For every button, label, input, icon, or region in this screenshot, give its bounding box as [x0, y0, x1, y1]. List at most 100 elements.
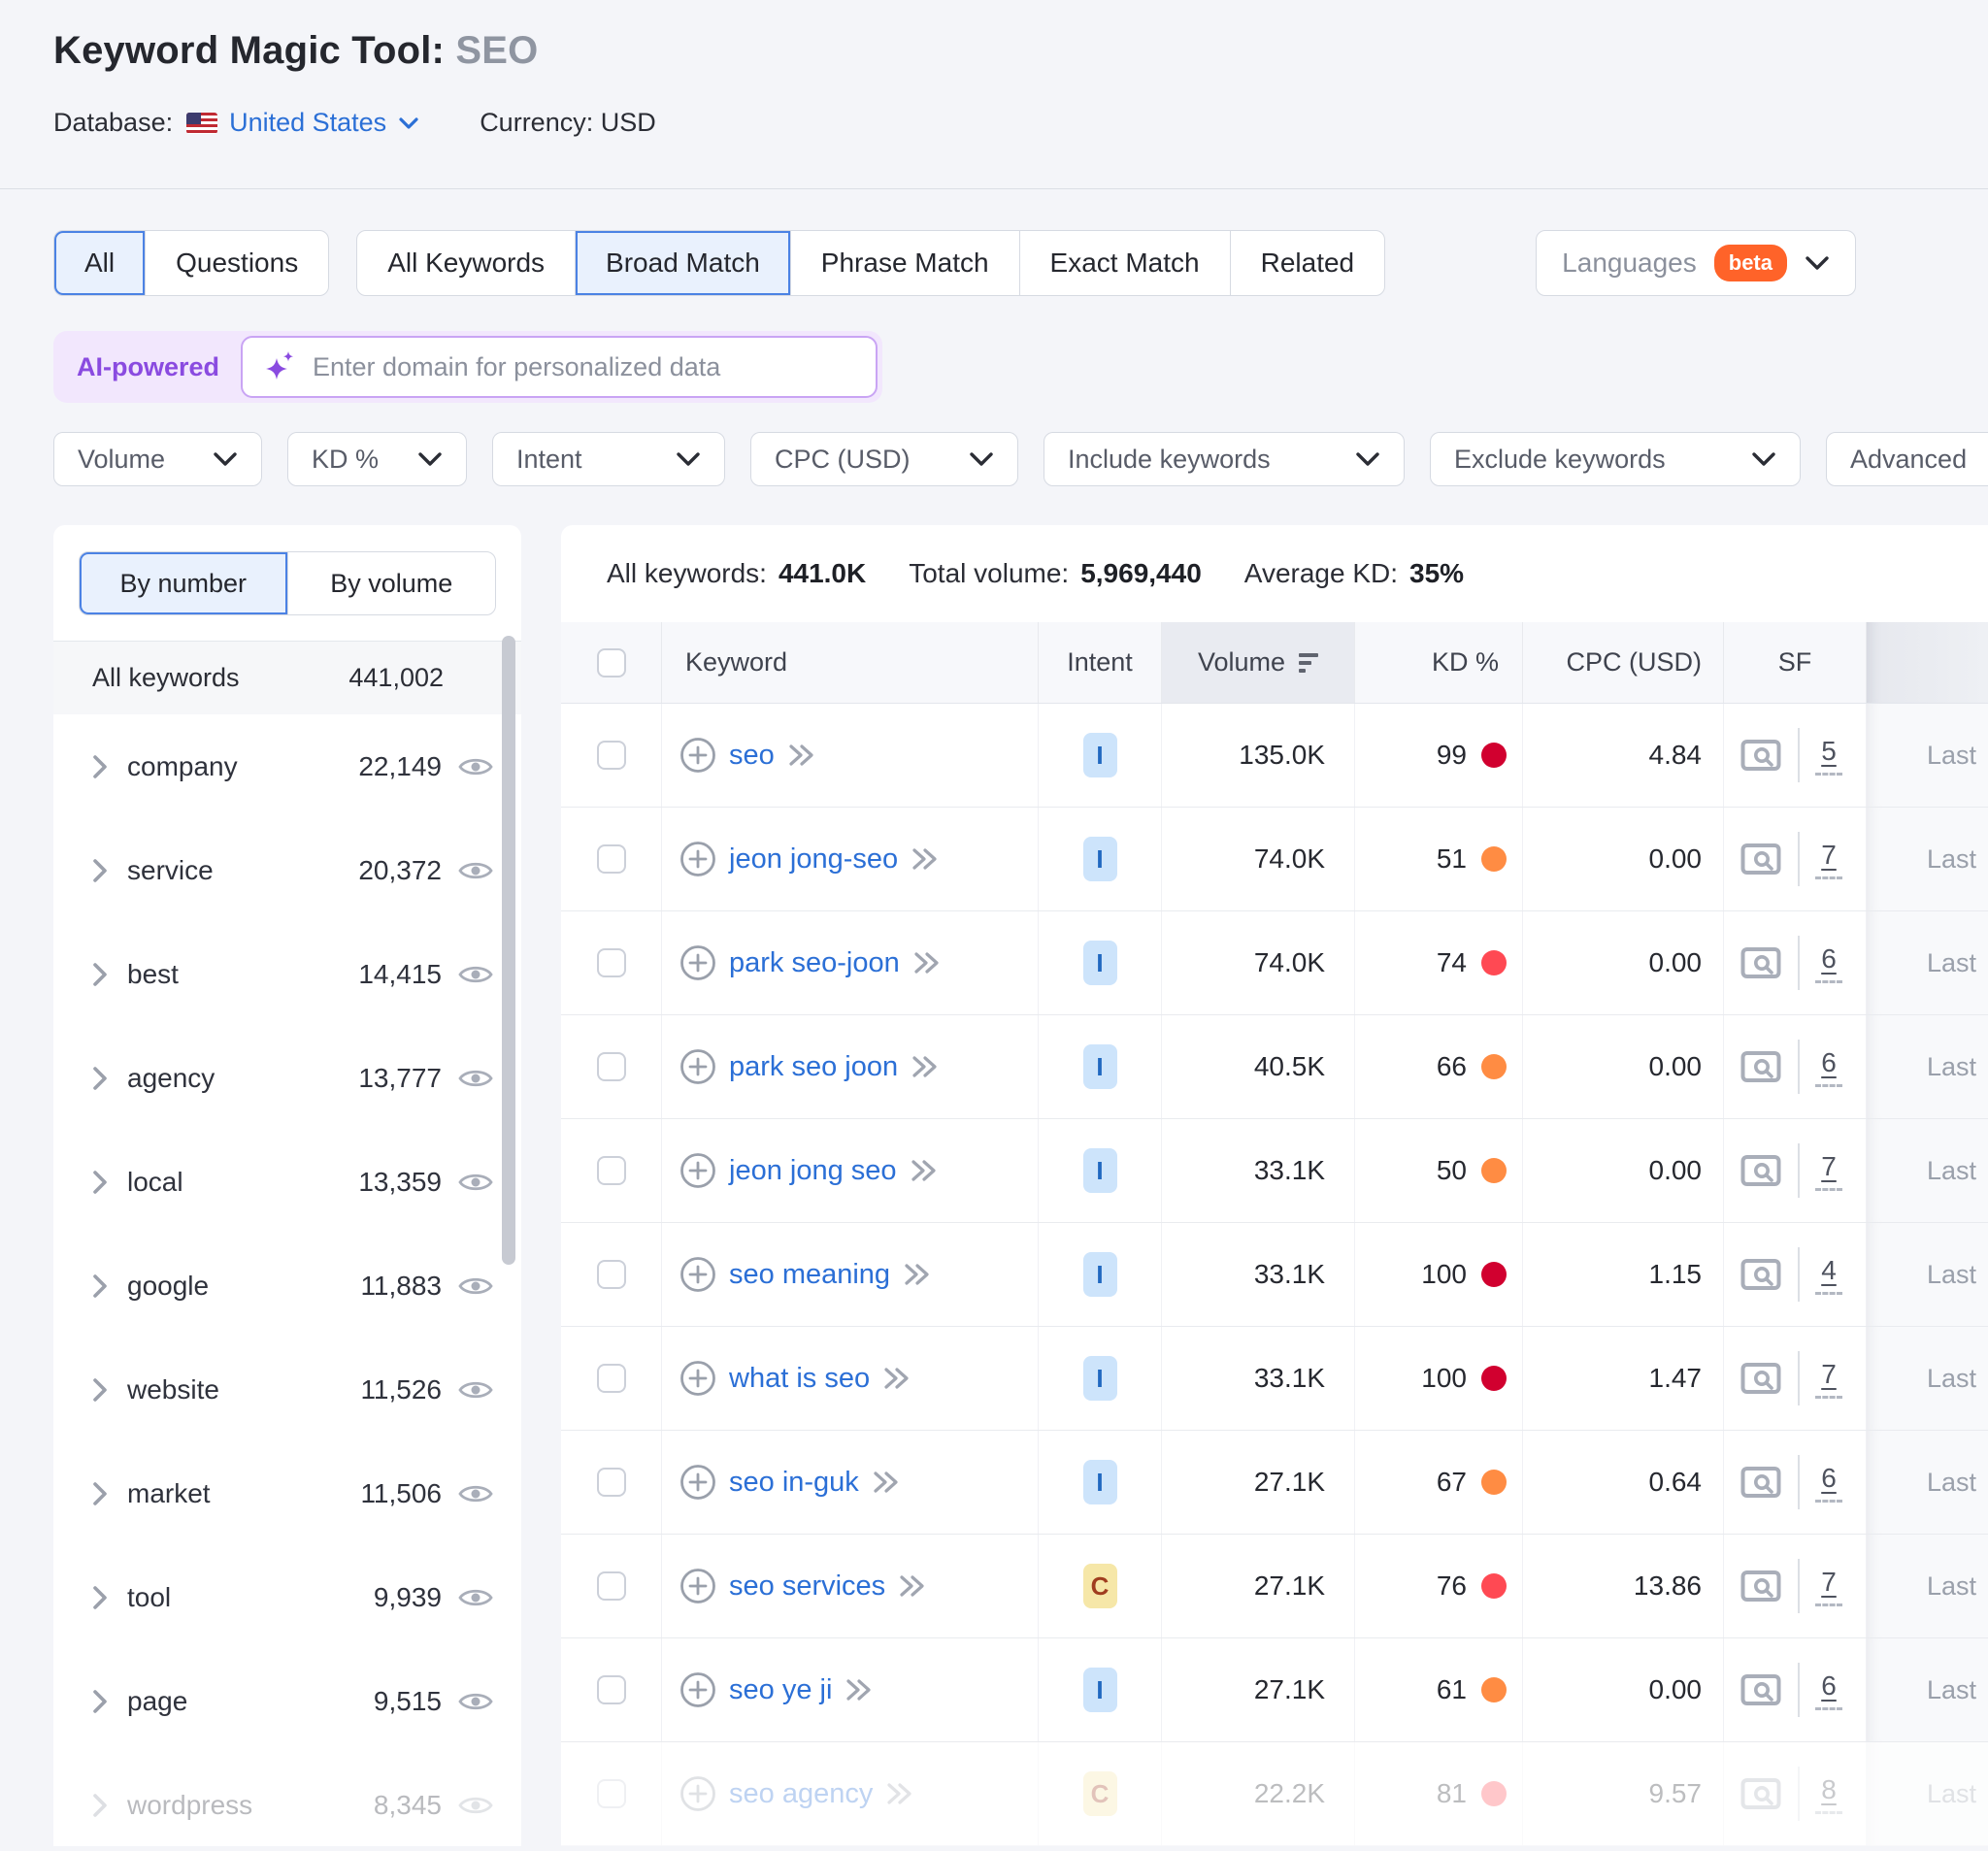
row-checkbox[interactable]: [596, 1156, 626, 1185]
filter-include-keywords[interactable]: Include keywords: [1044, 432, 1405, 486]
serp-preview-icon[interactable]: [1740, 1360, 1782, 1397]
tab-related[interactable]: Related: [1231, 231, 1385, 295]
filter-intent[interactable]: Intent: [492, 432, 725, 486]
add-keyword-icon[interactable]: [679, 944, 716, 981]
sidebar-item-google[interactable]: google 11,883: [53, 1234, 521, 1338]
add-keyword-icon[interactable]: [679, 1568, 716, 1604]
all-keywords-row[interactable]: All keywords 441,002: [53, 641, 521, 714]
sidebar-item-wordpress[interactable]: wordpress 8,345: [53, 1753, 521, 1846]
eye-icon[interactable]: [457, 961, 494, 988]
add-keyword-icon[interactable]: [679, 1464, 716, 1501]
serp-preview-icon[interactable]: [1740, 1775, 1782, 1812]
row-checkbox[interactable]: [596, 1779, 626, 1808]
filter-advanced[interactable]: Advanced: [1826, 432, 1988, 486]
eye-icon[interactable]: [457, 1584, 494, 1611]
sf-value[interactable]: 7: [1821, 1150, 1837, 1181]
row-checkbox[interactable]: [596, 948, 626, 977]
add-keyword-icon[interactable]: [679, 737, 716, 774]
open-keyword-icon[interactable]: [911, 846, 940, 872]
filter-cpc-usd[interactable]: CPC (USD): [750, 432, 1018, 486]
add-keyword-icon[interactable]: [679, 1360, 716, 1397]
sf-value[interactable]: 7: [1821, 1566, 1837, 1597]
column-header-keyword[interactable]: Keyword: [662, 622, 1039, 703]
serp-preview-icon[interactable]: [1740, 841, 1782, 877]
eye-icon[interactable]: [457, 1376, 494, 1404]
add-keyword-icon[interactable]: [679, 1048, 716, 1085]
add-keyword-icon[interactable]: [679, 841, 716, 877]
keyword-link[interactable]: seo in-guk: [729, 1466, 859, 1498]
eye-icon[interactable]: [457, 1273, 494, 1300]
open-keyword-icon[interactable]: [845, 1677, 874, 1702]
add-keyword-icon[interactable]: [679, 1775, 716, 1812]
keyword-link[interactable]: park seo-joon: [729, 946, 900, 978]
eye-icon[interactable]: [457, 753, 494, 780]
sf-value[interactable]: 6: [1821, 1462, 1837, 1493]
eye-icon[interactable]: [457, 1480, 494, 1507]
add-keyword-icon[interactable]: [679, 1256, 716, 1293]
sidebar-item-local[interactable]: local 13,359: [53, 1130, 521, 1234]
sidebar-toggle-by-volume[interactable]: By volume: [288, 552, 496, 614]
row-checkbox[interactable]: [596, 1052, 626, 1081]
database-select[interactable]: United States: [186, 108, 419, 138]
open-keyword-icon[interactable]: [882, 1366, 911, 1391]
open-keyword-icon[interactable]: [898, 1573, 927, 1599]
sf-value[interactable]: 5: [1821, 735, 1837, 766]
open-keyword-icon[interactable]: [912, 950, 942, 975]
keyword-link[interactable]: park seo joon: [729, 1050, 899, 1082]
keyword-link[interactable]: seo meaning: [729, 1258, 891, 1290]
keyword-link[interactable]: what is seo: [729, 1362, 871, 1394]
column-header-intent[interactable]: Intent: [1039, 622, 1162, 703]
sidebar-item-tool[interactable]: tool 9,939: [53, 1545, 521, 1649]
eye-icon[interactable]: [457, 1688, 494, 1715]
sidebar-scrollbar[interactable]: [502, 636, 515, 1265]
open-keyword-icon[interactable]: [885, 1781, 914, 1806]
row-checkbox[interactable]: [596, 1571, 626, 1601]
keyword-link[interactable]: seo: [729, 739, 775, 771]
tab-phrase-match[interactable]: Phrase Match: [791, 231, 1020, 295]
serp-preview-icon[interactable]: [1740, 1671, 1782, 1708]
serp-preview-icon[interactable]: [1740, 737, 1782, 774]
eye-icon[interactable]: [457, 857, 494, 884]
keyword-link[interactable]: jeon jong seo: [729, 1154, 897, 1186]
sidebar-item-page[interactable]: page 9,515: [53, 1649, 521, 1753]
keyword-link[interactable]: seo services: [729, 1570, 886, 1602]
tab-questions[interactable]: Questions: [146, 231, 328, 295]
row-checkbox[interactable]: [596, 844, 626, 874]
row-checkbox[interactable]: [596, 1675, 626, 1704]
row-checkbox[interactable]: [596, 1364, 626, 1393]
column-header-kd[interactable]: KD %: [1355, 622, 1523, 703]
serp-preview-icon[interactable]: [1740, 1568, 1782, 1604]
domain-input[interactable]: [313, 351, 855, 382]
tab-exact-match[interactable]: Exact Match: [1020, 231, 1231, 295]
serp-preview-icon[interactable]: [1740, 1256, 1782, 1293]
column-header-cpc[interactable]: CPC (USD): [1523, 622, 1724, 703]
sidebar-item-best[interactable]: best 14,415: [53, 922, 521, 1026]
keyword-link[interactable]: jeon jong-seo: [729, 843, 899, 875]
open-keyword-icon[interactable]: [910, 1158, 939, 1183]
sf-value[interactable]: 6: [1821, 942, 1837, 974]
eye-icon[interactable]: [457, 1792, 494, 1819]
select-all-checkbox[interactable]: [596, 647, 626, 678]
filter-kd[interactable]: KD %: [287, 432, 467, 486]
row-checkbox[interactable]: [596, 1260, 626, 1289]
column-header-sf[interactable]: SF: [1724, 622, 1867, 703]
add-keyword-icon[interactable]: [679, 1152, 716, 1189]
eye-icon[interactable]: [457, 1065, 494, 1092]
open-keyword-icon[interactable]: [911, 1054, 940, 1079]
sf-value[interactable]: 7: [1821, 839, 1837, 870]
sf-value[interactable]: 6: [1821, 1046, 1837, 1077]
sidebar-item-agency[interactable]: agency 13,777: [53, 1026, 521, 1130]
sidebar-item-website[interactable]: website 11,526: [53, 1338, 521, 1441]
sidebar-item-company[interactable]: company 22,149: [53, 714, 521, 818]
row-checkbox[interactable]: [596, 741, 626, 770]
serp-preview-icon[interactable]: [1740, 1152, 1782, 1189]
open-keyword-icon[interactable]: [872, 1470, 901, 1495]
row-checkbox[interactable]: [596, 1468, 626, 1497]
filter-volume[interactable]: Volume: [53, 432, 262, 486]
tab-all[interactable]: All: [54, 231, 147, 295]
serp-preview-icon[interactable]: [1740, 1464, 1782, 1501]
tab-broad-match[interactable]: Broad Match: [576, 231, 791, 295]
add-keyword-icon[interactable]: [679, 1671, 716, 1708]
filter-exclude-keywords[interactable]: Exclude keywords: [1430, 432, 1801, 486]
sf-value[interactable]: 4: [1821, 1254, 1837, 1285]
